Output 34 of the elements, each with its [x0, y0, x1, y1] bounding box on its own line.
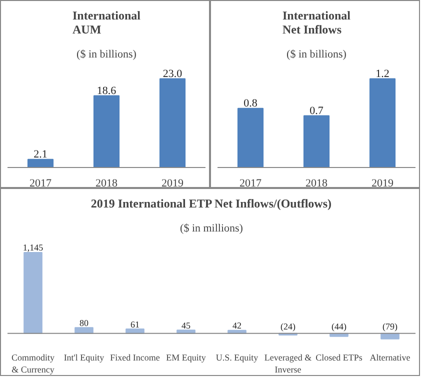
data-label: 61	[130, 319, 140, 330]
chart-title: International Net Inflows	[282, 8, 352, 36]
data-label: 1,145	[22, 242, 44, 253]
x-tick-label: Commodity & Currency	[12, 352, 55, 374]
x-tick-label: 2017	[240, 178, 262, 190]
data-label: 80	[80, 318, 89, 328]
chart-subtitle: ($ in millions)	[180, 222, 244, 234]
x-tick-label: Leveraged & Inverse	[264, 352, 312, 374]
data-label: 45	[182, 320, 191, 330]
chart-subtitle: ($ in billions)	[286, 48, 347, 60]
x-tick-label: 2018	[306, 178, 328, 190]
chart-subtitle: ($ in billions)	[76, 48, 137, 60]
x-tick-label: Int'l Equity	[64, 352, 105, 362]
x-tick-label: 2019	[372, 178, 394, 190]
data-label: 1.2	[376, 68, 390, 80]
data-label: 18.6	[96, 85, 117, 97]
data-label: 0.7	[310, 104, 324, 117]
x-tick-label: 2019	[162, 178, 184, 190]
data-label: (79)	[382, 322, 398, 332]
x-tick-label: Alternative	[370, 352, 410, 362]
data-label: 0.8	[244, 98, 258, 110]
chart-title: International AUM	[72, 8, 142, 36]
x-tick-label: Closed ETPs	[316, 352, 363, 362]
data-label: 2.1	[34, 148, 48, 161]
x-tick-label: U.S. Equity	[216, 352, 259, 362]
x-tick-label: EM Equity	[166, 352, 206, 362]
data-label: 42	[232, 320, 242, 331]
data-label: (24)	[280, 322, 296, 332]
data-label: (44)	[332, 322, 347, 332]
x-tick-label: Fixed Income	[110, 352, 160, 362]
x-tick-label: 2018	[96, 178, 118, 190]
data-label: 23.0	[162, 68, 183, 80]
chart-title: 2019 International ETP Net Inflows/(Outflows)	[90, 196, 332, 210]
x-tick-label: 2017	[30, 178, 52, 190]
